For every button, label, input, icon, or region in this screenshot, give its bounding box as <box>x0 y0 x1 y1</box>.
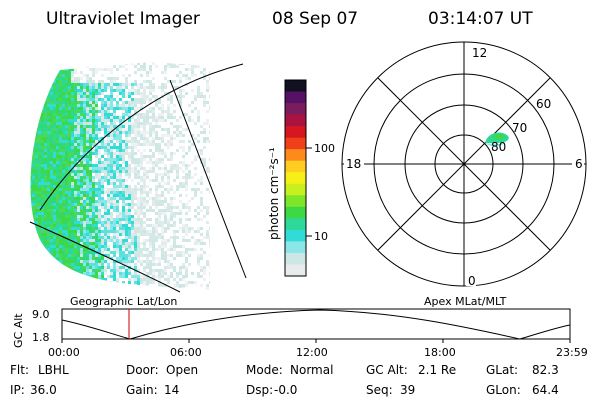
info-ip-value: 36.0 <box>30 383 57 397</box>
info-glat-value: 82.3 <box>532 363 559 377</box>
polar-label-midnight: 0 <box>468 274 476 288</box>
colorbar-swatch <box>285 264 306 277</box>
info-glon-key: GLon: <box>486 383 521 397</box>
timeline-ytick-9: 9.0 <box>32 308 50 321</box>
info-glat-key: GLat: <box>486 363 518 377</box>
colorbar-swatch <box>285 183 306 196</box>
timeline-frame <box>61 308 571 340</box>
polar-label-dawn: 6 <box>575 157 583 171</box>
colorbar-unit-label: photon cm⁻²s⁻¹ <box>267 147 281 240</box>
header-bar: Ultraviolet Imager 08 Sep 07 03:14:07 UT <box>46 9 533 29</box>
timeline-xtick-1200: 12:00 <box>296 346 328 359</box>
info-dsp-key: Dsp: <box>246 383 273 397</box>
colorbar-swatch <box>285 103 306 116</box>
geographic-image-panel <box>29 62 247 293</box>
info-dsp-value: -0.0 <box>274 383 297 397</box>
polar-grid-lines <box>342 42 586 286</box>
info-seq-key: Seq: <box>366 383 393 397</box>
polar-label-lat60: 60 <box>536 97 551 111</box>
info-ip-key: IP: <box>10 383 25 397</box>
info-mode-value: Normal <box>290 363 333 377</box>
info-gain-key: Gain: <box>126 383 158 397</box>
polar-plot: 12 0 18 6 60 70 80 <box>341 41 587 288</box>
colorbar-swatch <box>285 160 306 173</box>
colorbar: 100 10 photon cm⁻²s⁻¹ <box>267 79 335 277</box>
polar-label-noon: 12 <box>472 46 487 60</box>
polar-label-lat80: 80 <box>491 140 506 154</box>
colorbar-swatch <box>285 91 306 104</box>
colorbar-swatch <box>285 218 306 231</box>
info-gcalt-key: GC Alt: <box>366 363 408 377</box>
info-door-value: Open <box>166 363 198 377</box>
lat-arc-line <box>39 63 244 211</box>
polar-aurora-spot <box>484 132 509 147</box>
colorbar-swatch <box>285 149 306 162</box>
info-seq-value: 39 <box>400 383 415 397</box>
info-glon-value: 64.4 <box>532 383 559 397</box>
timeline-right-label: Apex MLat/MLT <box>424 295 507 308</box>
altitude-timeline: Geographic Lat/Lon Apex MLat/MLT GC Alt … <box>12 295 588 359</box>
time-label: 03:14:07 UT <box>428 9 533 29</box>
colorbar-swatch <box>285 114 306 127</box>
timeline-axis-title: GC Alt <box>12 313 25 348</box>
colorbar-swatch <box>285 229 306 243</box>
colorbar-swatch <box>285 172 306 185</box>
colorbar-swatch <box>285 80 306 93</box>
colorbar-frame <box>284 79 307 277</box>
instrument-title: Ultraviolet Imager <box>46 9 200 29</box>
colorbar-swatch <box>285 137 306 150</box>
polar-label-lat70: 70 <box>512 121 527 135</box>
colorbar-swatch <box>285 252 306 266</box>
altitude-curve <box>61 309 571 340</box>
colorbar-tick-label-10: 10 <box>314 230 328 243</box>
timeline-xtick-0000: 00:00 <box>48 346 80 359</box>
info-gcalt-value: 2.1 Re <box>418 363 456 377</box>
timeline-xtick-2359: 23:59 <box>556 346 588 359</box>
meridian-line-lower <box>29 221 181 293</box>
info-gain-value: 14 <box>164 383 179 397</box>
colorbar-tick-label-100: 100 <box>314 142 335 155</box>
colorbar-scale <box>285 80 306 277</box>
colorbar-swatch <box>285 241 306 254</box>
info-door-key: Door: <box>126 363 159 377</box>
timeline-ytick-1-8: 1.8 <box>32 331 50 344</box>
timeline-left-label: Geographic Lat/Lon <box>70 295 177 308</box>
date-label: 08 Sep 07 <box>272 9 358 29</box>
colorbar-swatch <box>285 195 306 208</box>
aurora-emission-image <box>30 62 211 290</box>
colorbar-swatch <box>285 206 306 219</box>
polar-label-dusk: 18 <box>346 157 361 171</box>
info-flt-key: Flt: <box>10 363 29 377</box>
colorbar-swatch <box>285 126 306 139</box>
info-mode-key: Mode: <box>246 363 283 377</box>
timeline-xtick-1800: 18:00 <box>424 346 456 359</box>
meridian-line-right <box>169 79 247 279</box>
info-panel: Flt: LBHL Door: Open Mode: Normal GC Alt… <box>10 363 559 397</box>
timeline-xtick-0600: 06:00 <box>170 346 202 359</box>
info-flt-value: LBHL <box>38 363 69 377</box>
timeline-xticks <box>61 339 571 343</box>
